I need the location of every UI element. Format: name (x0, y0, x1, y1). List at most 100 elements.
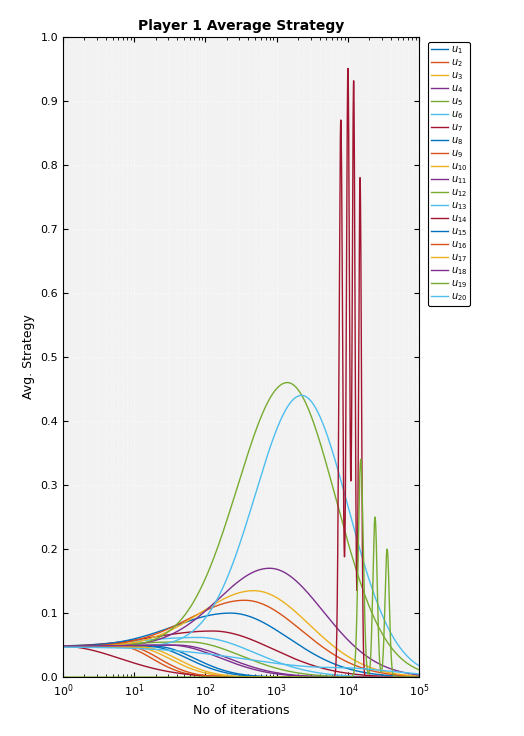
$u_{1}$ (125, 642, 131, 651)
$u_{4}$ (353, 673, 359, 682)
Line: $u_{14}$: $u_{14}$ (63, 68, 419, 677)
$u_{18}$ (274, 668, 280, 677)
$u_{7}$ (353, 670, 359, 679)
$u_{17}$ (291, 673, 298, 682)
$u_{15}$ (125, 642, 131, 651)
$u_{6}$ (353, 672, 359, 681)
$u_{9}$ (196, 609, 202, 618)
$u_{20}$ (125, 644, 131, 653)
$u_{11}$ (196, 612, 202, 621)
$u_{16}$ (416, 673, 422, 682)
$u_{1}$ (353, 673, 359, 682)
X-axis label: No of iterations: No of iterations (193, 704, 289, 717)
Line: $u_{2}$: $u_{2}$ (63, 646, 419, 677)
$u_{11}$ (266, 564, 272, 573)
$u_{4}$ (60, 642, 66, 651)
$u_{1}$ (274, 673, 280, 682)
Line: $u_{4}$: $u_{4}$ (63, 645, 419, 677)
$u_{13}$ (353, 531, 359, 539)
$u_{14}$ (325, 673, 332, 682)
$u_{5}$ (326, 672, 332, 681)
$u_{17}$ (274, 673, 280, 682)
$u_{4}$ (274, 670, 280, 679)
$u_{12}$ (326, 468, 332, 477)
$u_{7}$ (125, 637, 131, 645)
$u_{17}$ (325, 673, 332, 682)
Title: Player 1 Average Strategy: Player 1 Average Strategy (138, 19, 344, 33)
$u_{14}$ (274, 673, 280, 682)
$u_{5}$ (353, 673, 359, 682)
$u_{5}$ (291, 668, 298, 677)
$u_{9}$ (274, 607, 280, 616)
$u_{6}$ (195, 633, 201, 642)
$u_{9}$ (125, 637, 131, 646)
$u_{20}$ (291, 661, 298, 670)
Y-axis label: Avg. Strategy: Avg. Strategy (21, 314, 35, 400)
$u_{8}$ (291, 638, 298, 647)
Line: $u_{16}$: $u_{16}$ (63, 646, 419, 677)
$u_{19}$ (357, 455, 364, 464)
$u_{18}$ (174, 641, 180, 650)
$u_{10}$ (416, 672, 422, 681)
Line: $u_{9}$: $u_{9}$ (63, 601, 419, 676)
$u_{19}$ (60, 673, 66, 682)
$u_{14}$ (416, 673, 422, 682)
$u_{18}$ (196, 644, 202, 653)
$u_{3}$ (274, 673, 280, 682)
$u_{1}$ (291, 673, 298, 682)
Line: $u_{10}$: $u_{10}$ (63, 591, 419, 676)
$u_{14}$ (345, 64, 351, 73)
$u_{12}$ (291, 381, 298, 390)
$u_{14}$ (125, 657, 131, 665)
$u_{3}$ (325, 673, 332, 682)
$u_{8}$ (60, 642, 66, 651)
$u_{10}$ (125, 639, 131, 648)
$u_{11}$ (353, 643, 359, 652)
$u_{16}$ (196, 670, 202, 679)
$u_{5}$ (60, 642, 66, 651)
$u_{10}$ (353, 657, 359, 665)
$u_{9}$ (326, 647, 332, 656)
$u_{13}$ (326, 436, 332, 445)
$u_{2}$ (196, 671, 202, 680)
$u_{20}$ (416, 670, 422, 679)
$u_{7}$ (60, 642, 66, 651)
$u_{4}$ (196, 645, 202, 654)
Line: $u_{13}$: $u_{13}$ (63, 395, 419, 666)
$u_{8}$ (274, 626, 280, 634)
$u_{3}$ (196, 667, 202, 676)
$u_{1}$ (196, 659, 202, 668)
$u_{3}$ (60, 643, 66, 651)
$u_{8}$ (227, 609, 234, 618)
$u_{16}$ (325, 673, 332, 682)
$u_{8}$ (125, 636, 131, 645)
$u_{20}$ (196, 648, 202, 657)
$u_{6}$ (326, 670, 332, 679)
$u_{14}$ (60, 642, 66, 651)
$u_{18}$ (326, 673, 332, 682)
$u_{4}$ (167, 641, 173, 650)
$u_{5}$ (274, 664, 280, 673)
$u_{19}$ (274, 673, 280, 682)
$u_{8}$ (196, 613, 202, 622)
Line: $u_{12}$: $u_{12}$ (63, 383, 419, 670)
$u_{6}$ (196, 633, 202, 642)
$u_{16}$ (353, 673, 359, 682)
$u_{9}$ (353, 661, 359, 670)
$u_{15}$ (274, 673, 280, 682)
Line: $u_{18}$: $u_{18}$ (63, 645, 419, 677)
$u_{14}$ (196, 671, 202, 680)
$u_{2}$ (291, 673, 298, 682)
$u_{5}$ (416, 673, 422, 682)
$u_{2}$ (274, 673, 280, 682)
$u_{13}$ (60, 643, 66, 651)
$u_{3}$ (291, 673, 298, 682)
$u_{19}$ (416, 673, 422, 682)
$u_{17}$ (60, 643, 66, 651)
$u_{9}$ (291, 620, 298, 629)
$u_{16}$ (274, 673, 280, 682)
Line: $u_{3}$: $u_{3}$ (63, 647, 419, 677)
$u_{15}$ (291, 673, 298, 682)
$u_{2}$ (416, 673, 422, 682)
$u_{19}$ (125, 673, 131, 682)
